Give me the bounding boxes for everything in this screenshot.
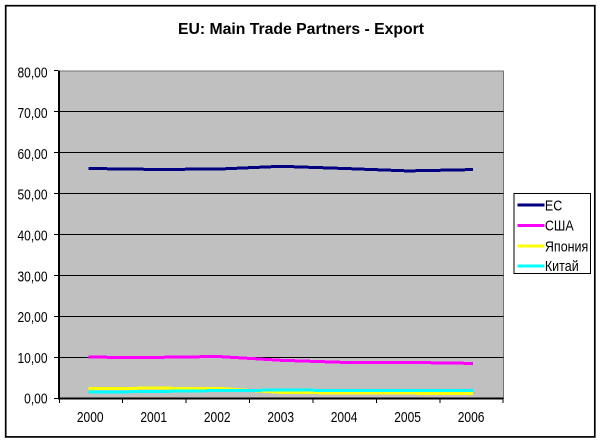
- svg-text:2002: 2002: [204, 409, 231, 425]
- svg-text:30,00: 30,00: [18, 268, 48, 285]
- svg-text:20,00: 20,00: [18, 309, 48, 326]
- svg-text:2001: 2001: [140, 409, 167, 425]
- svg-text:0,00: 0,00: [24, 390, 48, 407]
- svg-text:2003: 2003: [267, 409, 294, 425]
- svg-text:2005: 2005: [394, 409, 421, 425]
- svg-text:80,00: 80,00: [18, 64, 48, 81]
- svg-text:Китай: Китай: [545, 258, 579, 274]
- svg-text:EU: Main Trade Partners - Expo: EU: Main Trade Partners - Export: [178, 21, 425, 38]
- svg-text:2006: 2006: [458, 409, 485, 425]
- svg-text:Япония: Япония: [545, 238, 588, 254]
- svg-text:2004: 2004: [331, 409, 358, 425]
- svg-text:50,00: 50,00: [18, 186, 48, 203]
- svg-text:10,00: 10,00: [18, 350, 48, 367]
- svg-text:2000: 2000: [77, 409, 104, 425]
- svg-text:70,00: 70,00: [18, 105, 48, 122]
- svg-text:40,00: 40,00: [18, 227, 48, 244]
- svg-text:60,00: 60,00: [18, 146, 48, 163]
- svg-text:США: США: [545, 218, 574, 234]
- svg-text:ЕС: ЕС: [545, 198, 563, 214]
